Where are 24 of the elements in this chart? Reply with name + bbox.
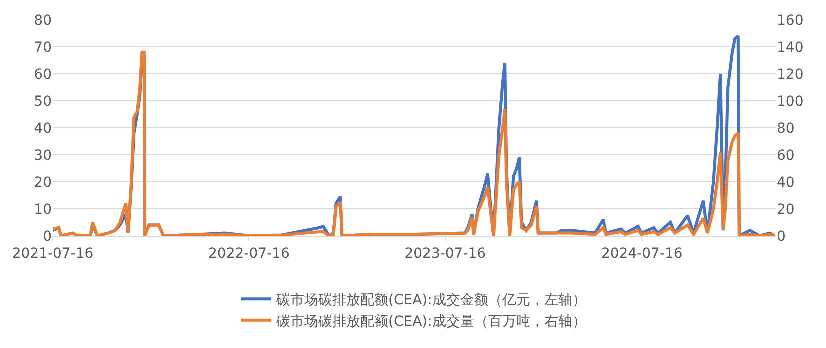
x-tick-label: 2022-07-16	[208, 246, 290, 262]
legend-label: 碳市场碳排放配额(CEA):成交量（百万吨，右轴）	[276, 314, 586, 330]
y2-tick-label: 0	[777, 228, 786, 245]
legend-label: 碳市场碳排放配额(CEA):成交金额（亿元，左轴）	[276, 292, 586, 309]
y2-tick-label: 160	[777, 12, 804, 29]
y2-tick-label: 100	[777, 94, 804, 110]
y2-tick-label: 60	[777, 148, 795, 164]
x-tick-label: 2024-07-16	[601, 246, 683, 262]
y-tick-label: 70	[34, 40, 52, 56]
y-tick-label: 50	[34, 94, 52, 110]
y-tick-label: 60	[34, 66, 52, 83]
y-tick-label: 20	[34, 174, 52, 191]
y2-tick-label: 140	[777, 40, 804, 56]
y-tick-label: 30	[34, 148, 52, 164]
x-tick-label: 2021-07-16	[12, 246, 94, 262]
y2-tick-label: 120	[777, 66, 804, 83]
y2-tick-label: 80	[777, 120, 795, 137]
y-tick-label: 80	[34, 12, 52, 29]
x-tick-label: 2023-07-16	[404, 246, 486, 262]
y-tick-label: 0	[43, 228, 52, 245]
y2-tick-label: 20	[777, 202, 795, 218]
y2-tick-label: 40	[777, 174, 795, 191]
y-tick-label: 40	[34, 120, 52, 137]
y-tick-label: 10	[34, 202, 52, 218]
